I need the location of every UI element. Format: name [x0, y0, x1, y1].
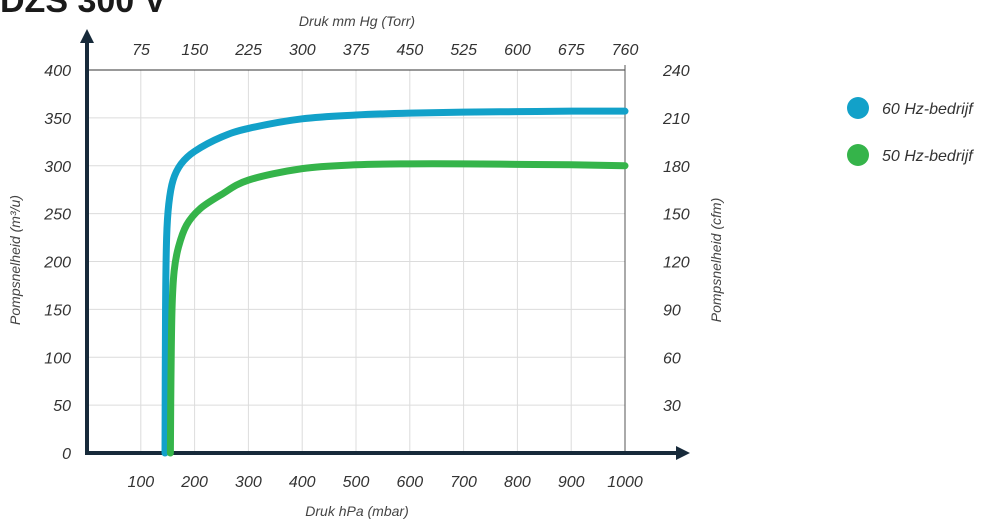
- x2-axis-title: Druk mm Hg (Torr): [299, 13, 415, 29]
- y-axis-title: Pompsnelheid (m³/u): [7, 195, 23, 325]
- x2-tick-label: 75: [132, 42, 150, 59]
- x2-tick-label: 225: [234, 42, 262, 59]
- y-tick-label: 250: [43, 207, 71, 224]
- x2-tick-label: 600: [504, 42, 531, 59]
- x-axis-title: Druk hPa (mbar): [305, 503, 408, 519]
- y-tick-label: 50: [53, 398, 71, 415]
- y-tick-label: 400: [44, 63, 71, 80]
- y2-axis-title: Pompsnelheid (cfm): [708, 198, 724, 323]
- y2-tick-label: 30: [663, 398, 681, 415]
- series-group: [161, 107, 629, 457]
- x-tick-label: 300: [235, 474, 262, 491]
- x2-tick-label: 150: [181, 42, 208, 59]
- x-tick-label: 500: [343, 474, 370, 491]
- x-tick-label: 600: [396, 474, 423, 491]
- x2-tick-label: 375: [343, 42, 370, 59]
- y-tick-label: 100: [44, 350, 71, 367]
- y2-tick-label: 90: [663, 302, 681, 319]
- x2-tick-label: 300: [289, 42, 316, 59]
- y-tick-label: 350: [44, 111, 71, 128]
- y2-tick-label: 210: [662, 111, 690, 128]
- legend-label: 60 Hz-bedrijf: [882, 101, 974, 118]
- x2-tick-label: 525: [450, 42, 477, 59]
- y-axis-arrow-icon: [80, 29, 94, 43]
- y2-tick-label: 180: [663, 159, 690, 176]
- legend-marker-icon: [847, 144, 869, 166]
- series-line-50hz: [166, 160, 629, 457]
- y2-tick-label: 240: [662, 63, 690, 80]
- x-tick-label: 700: [450, 474, 477, 491]
- legend-label: 50 Hz-bedrijf: [882, 148, 974, 165]
- x2-tick-label: 675: [558, 42, 585, 59]
- x-tick-label: 1000: [607, 474, 643, 491]
- x-axis-arrow-icon: [676, 446, 690, 460]
- y-tick-label: 200: [43, 255, 71, 272]
- x-tick-label: 100: [127, 474, 154, 491]
- series-line-60hz: [161, 107, 629, 457]
- y2-tick-label: 120: [663, 255, 690, 272]
- x-tick-label: 900: [558, 474, 585, 491]
- chart-title: DZS 300 V: [0, 0, 167, 20]
- tick-labels: 100 200 300 400 500 600 700 800 900 1000 0 50 100 150…: [43, 42, 690, 491]
- x-tick-label: 800: [504, 474, 531, 491]
- y-tick-label: 150: [44, 302, 71, 319]
- legend-marker-icon: [847, 97, 869, 119]
- y-tick-label: 300: [44, 159, 71, 176]
- x2-tick-label: 760: [612, 42, 639, 59]
- x2-tick-label: 450: [397, 42, 424, 59]
- legend: 60 Hz-bedrijf 50 Hz-bedrijf: [847, 97, 974, 166]
- y2-tick-label: 60: [663, 350, 681, 367]
- x-tick-label: 200: [180, 474, 208, 491]
- axes: [80, 29, 690, 460]
- x-tick-label: 400: [289, 474, 316, 491]
- y-tick-label: 0: [62, 446, 71, 463]
- y2-tick-label: 150: [663, 207, 690, 224]
